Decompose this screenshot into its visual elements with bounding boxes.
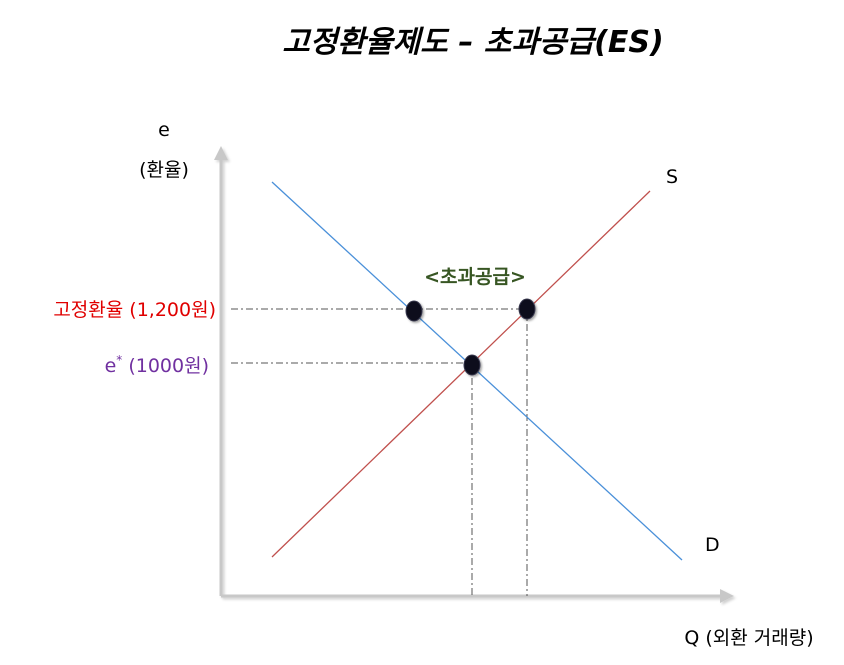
axes bbox=[214, 146, 734, 603]
diagram-title: 고정환율제도 – 초과공급(ES) bbox=[282, 25, 663, 60]
equilibrium-rate-label: e* (1000원) bbox=[105, 353, 209, 377]
fixed-rate-label: 고정환율 (1,200원) bbox=[53, 299, 216, 321]
equilibrium-rate-value: (1000원) bbox=[122, 355, 209, 377]
y-axis-arrow-icon bbox=[214, 146, 228, 160]
equilibrium-rate-superscript: * bbox=[116, 353, 122, 367]
supply-curve-label: S bbox=[666, 166, 678, 188]
excess-supply-annotation: <초과공급> bbox=[424, 266, 526, 288]
y-axis-sublabel: (환율) bbox=[139, 159, 189, 181]
equilibrium-rate-symbol: e bbox=[105, 355, 117, 377]
guide-lines bbox=[231, 308, 528, 596]
supply-point-at-fixed-rate bbox=[518, 298, 536, 320]
y-axis-label: e bbox=[158, 119, 170, 141]
x-axis-label: Q (외환 거래량) bbox=[684, 627, 813, 649]
supply-curve bbox=[271, 190, 651, 558]
equilibrium-point bbox=[463, 354, 481, 376]
x-axis-arrow-icon bbox=[720, 589, 734, 603]
demand-curve-label: D bbox=[705, 534, 720, 556]
demand-point-at-fixed-rate bbox=[405, 300, 423, 322]
points bbox=[405, 298, 536, 376]
